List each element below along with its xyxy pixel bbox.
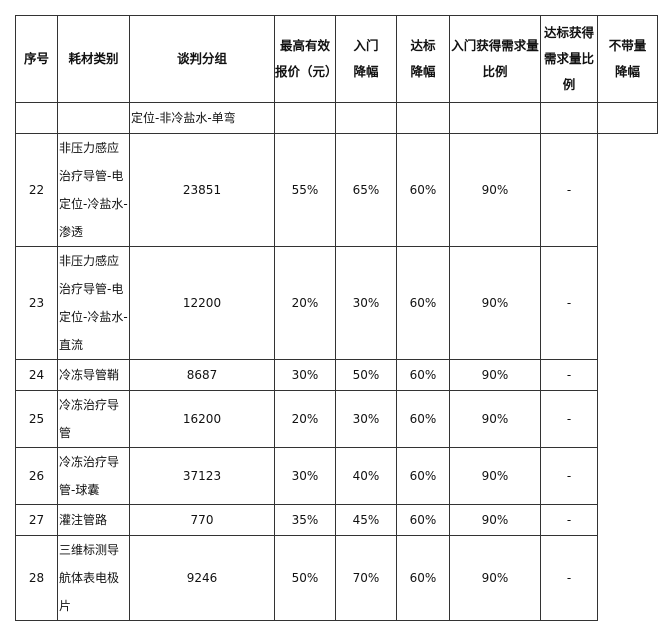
target-ratio-cell: 90% [449, 390, 541, 448]
no-volume-cut-cell: - [540, 504, 598, 536]
entry-cut-cell: 30% [274, 359, 336, 391]
no-volume-cut-cell: - [540, 447, 598, 505]
max-price-cell: 16200 [129, 390, 275, 448]
table-row: 28 三维标测导航体表电极片 9246 50% 70% 60% 90% - [15, 535, 658, 621]
no-volume-cut-cell: - [540, 390, 598, 448]
no-volume-cut-cell: - [540, 359, 598, 391]
target-ratio-cell: 90% [449, 359, 541, 391]
header-row: 序号 耗材类别 谈判分组 最高有效报价（元） 入门降幅 达标降幅 入门获得需求量… [15, 15, 658, 103]
max-price-cell: 37123 [129, 447, 275, 505]
target-ratio-cell: 90% [449, 246, 541, 360]
target-ratio-cell: 90% [449, 133, 541, 247]
table-row: 22 非压力感应治疗导管-电定位-冷盐水-渗透 23851 55% 65% 60% 90% - [15, 133, 658, 247]
target-cut-cell: 30% [335, 390, 397, 448]
group-cell: 非压力感应治疗导管-电定位-冷盐水-直流 [57, 246, 130, 360]
table-row: 26 冷冻治疗导管-球囊 37123 30% 40% 60% 90% - [15, 447, 658, 505]
target-ratio-cell: 90% [449, 447, 541, 505]
target-cut-cell: 70% [335, 535, 397, 621]
header-entry-cut: 入门降幅 [335, 15, 397, 103]
header-category: 耗材类别 [57, 15, 130, 103]
header-target-cut: 达标降幅 [396, 15, 450, 103]
header-entry-ratio: 入门获得需求量比例 [449, 15, 541, 103]
target-cut-cell: 65% [335, 133, 397, 247]
seq-cell: 26 [15, 447, 58, 505]
max-price-cell: 770 [129, 504, 275, 536]
target-cut-cell: 40% [335, 447, 397, 505]
target-ratio-cell: 90% [449, 504, 541, 536]
max-price-cell: 12200 [129, 246, 275, 360]
entry-cut-cell: 20% [274, 246, 336, 360]
table-row: 24 冷冻导管鞘 8687 30% 50% 60% 90% - [15, 359, 658, 391]
group-cell: 冷冻治疗导管 [57, 390, 130, 448]
target-cut-cell: 45% [335, 504, 397, 536]
entry-ratio-cell: 60% [396, 246, 450, 360]
table-row: 27 灌注管路 770 35% 45% 60% 90% - [15, 504, 658, 536]
max-price-cell: 9246 [129, 535, 275, 621]
no-volume-cut-cell: - [540, 133, 598, 247]
group-cell: 冷冻导管鞘 [57, 359, 130, 391]
entry-ratio-cell: 60% [396, 133, 450, 247]
entry-ratio-cell: 60% [396, 390, 450, 448]
entry-ratio-cell: 60% [396, 535, 450, 621]
header-max-price: 最高有效报价（元） [274, 15, 338, 103]
group-cell: 三维标测导航体表电极片 [57, 535, 130, 621]
negotiation-table: 序号 耗材类别 谈判分组 最高有效报价（元） 入门降幅 达标降幅 入门获得需求量… [15, 15, 658, 621]
table-row: 定位-非冷盐水-单弯 [15, 102, 658, 134]
entry-cut-cell: 55% [274, 133, 336, 247]
no-volume-cut-cell: - [540, 246, 598, 360]
table-row: 25 冷冻治疗导管 16200 20% 30% 60% 90% - [15, 390, 658, 448]
target-cut-cell: 50% [335, 359, 397, 391]
header-target-ratio: 达标获得需求量比例 [540, 15, 598, 103]
entry-cut-cell: 35% [274, 504, 336, 536]
seq-cell: 27 [15, 504, 58, 536]
seq-cell: 22 [15, 133, 58, 247]
table-row: 23 非压力感应治疗导管-电定位-冷盐水-直流 12200 20% 30% 60% 90% - [15, 246, 658, 360]
entry-cut-cell: 50% [274, 535, 336, 621]
header-group: 谈判分组 [129, 15, 275, 103]
group-cell: 非压力感应治疗导管-电定位-冷盐水-渗透 [57, 133, 130, 247]
seq-cell: 25 [15, 390, 58, 448]
entry-ratio-cell: 60% [396, 359, 450, 391]
category-cell [57, 102, 130, 134]
group-cell: 灌注管路 [57, 504, 130, 536]
group-cell: 定位-非冷盐水-单弯 [129, 102, 275, 134]
target-ratio-cell: 90% [449, 535, 541, 621]
seq-cell: 23 [15, 246, 58, 360]
max-price-cell: 8687 [129, 359, 275, 391]
seq-cell: 28 [15, 535, 58, 621]
target-cut-cell: 30% [335, 246, 397, 360]
entry-cut-cell: 30% [274, 447, 336, 505]
no-volume-cut-cell: - [540, 535, 598, 621]
header-no-volume-cut: 不带量降幅 [597, 15, 658, 103]
entry-ratio-cell: 60% [396, 447, 450, 505]
max-price-cell: 23851 [129, 133, 275, 247]
entry-cut-cell: 20% [274, 390, 336, 448]
entry-ratio-cell: 60% [396, 504, 450, 536]
group-cell: 冷冻治疗导管-球囊 [57, 447, 130, 505]
header-seq: 序号 [15, 15, 58, 103]
seq-cell: 24 [15, 359, 58, 391]
